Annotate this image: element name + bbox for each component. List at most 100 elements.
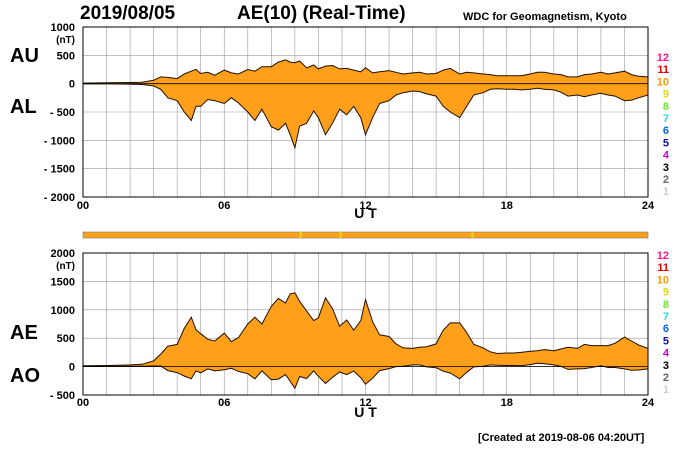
- data-point-al: [306, 122, 308, 124]
- data-point-ae: [614, 342, 616, 344]
- x-tick-label: 00: [77, 200, 89, 212]
- data-point-al: [190, 120, 192, 121]
- data-point-au: [489, 74, 491, 75]
- data-point-ae: [395, 343, 397, 345]
- data-point-al: [277, 129, 279, 131]
- station-scale-label: 1: [663, 384, 669, 396]
- data-point-ae: [459, 322, 461, 324]
- series-label-ao: AO: [10, 365, 40, 387]
- data-point-au: [536, 71, 538, 73]
- data-point-ao: [412, 364, 413, 366]
- data-point-ae: [591, 345, 592, 346]
- data-point-ao: [536, 362, 538, 364]
- data-point-ao: [299, 376, 300, 377]
- data-point-au: [442, 69, 444, 71]
- data-point-ao: [261, 370, 263, 372]
- data-point-ao: [449, 372, 451, 374]
- data-point-au: [435, 73, 437, 74]
- data-point-al: [576, 94, 578, 96]
- data-point-al: [560, 91, 562, 93]
- data-point-au: [607, 73, 609, 75]
- data-point-al: [230, 97, 232, 99]
- data-point-au: [631, 74, 632, 75]
- data-point-al: [299, 125, 300, 127]
- data-point-ao: [183, 375, 185, 377]
- data-point-al: [520, 89, 522, 91]
- data-point-ao: [553, 364, 555, 366]
- data-point-al: [624, 100, 625, 102]
- data-point-au: [294, 62, 296, 64]
- data-point-al: [160, 88, 162, 90]
- data-point-ao: [190, 378, 192, 380]
- data-point-ae: [449, 322, 451, 324]
- data-point-ao: [285, 374, 286, 375]
- data-point-au: [379, 71, 381, 73]
- y-tick-label: - 1500: [44, 164, 75, 176]
- y-tick-label: 0: [69, 362, 75, 374]
- data-point-ae: [379, 334, 381, 336]
- data-point-al: [442, 105, 444, 107]
- data-point-ae: [153, 360, 155, 362]
- data-point-ao: [207, 368, 209, 370]
- data-point-ae: [584, 344, 585, 345]
- data-point-al: [223, 103, 225, 104]
- data-point-ae: [435, 343, 437, 345]
- station-scale-label: 5: [663, 335, 669, 347]
- data-point-al: [372, 117, 373, 119]
- data-point-ao: [237, 371, 239, 372]
- data-point-ae: [332, 308, 333, 310]
- data-point-au: [638, 75, 639, 77]
- data-point-ae: [388, 336, 390, 337]
- station-count-bar: [82, 231, 649, 239]
- station-scale-label: 7: [663, 113, 669, 125]
- data-point-ae: [496, 353, 498, 354]
- x-tick-label: 00: [77, 397, 89, 409]
- data-point-au: [254, 70, 256, 72]
- data-point-au: [395, 71, 397, 73]
- data-point-au: [459, 73, 461, 75]
- data-point-al: [529, 88, 531, 90]
- data-point-al: [638, 97, 639, 99]
- data-point-al: [325, 134, 326, 136]
- data-point-au: [584, 74, 585, 75]
- data-point-ao: [306, 378, 308, 379]
- data-point-al: [167, 97, 169, 99]
- y-tick-label: - 2000: [44, 192, 75, 204]
- data-point-ao: [529, 364, 531, 366]
- data-point-al: [631, 99, 632, 101]
- data-point-au: [339, 68, 341, 70]
- data-point-ao: [614, 367, 616, 368]
- data-point-ae: [560, 348, 562, 350]
- x-tick-label: 06: [218, 200, 230, 212]
- data-point-au: [449, 67, 451, 69]
- data-point-ao: [600, 365, 602, 367]
- station-scale-label: 9: [663, 89, 669, 101]
- data-point-ao: [294, 387, 296, 389]
- data-point-ae: [372, 321, 373, 323]
- data-point-al: [544, 88, 545, 90]
- data-point-au: [261, 66, 263, 68]
- series-line-ao: [82, 362, 649, 390]
- data-point-ae: [230, 341, 232, 343]
- data-point-ao: [353, 370, 355, 372]
- data-point-ao: [576, 368, 578, 370]
- data-point-ao: [459, 378, 461, 380]
- data-point-al: [379, 103, 381, 104]
- data-point-au: [506, 75, 508, 77]
- data-point-au: [289, 61, 291, 63]
- data-point-al: [360, 117, 362, 119]
- station-scale-label: 6: [663, 125, 669, 137]
- data-point-al: [482, 92, 484, 94]
- data-point-ae: [167, 345, 169, 347]
- data-point-al: [513, 88, 515, 90]
- station-scale-label: 12: [657, 52, 669, 64]
- data-point-ao: [200, 372, 202, 374]
- data-point-al: [237, 102, 239, 104]
- data-point-ao: [435, 367, 437, 369]
- data-point-au: [129, 82, 131, 83]
- data-point-ao: [223, 369, 225, 371]
- data-point-al: [365, 134, 366, 136]
- station-scale-label: 4: [663, 348, 670, 360]
- data-point-au: [176, 78, 178, 79]
